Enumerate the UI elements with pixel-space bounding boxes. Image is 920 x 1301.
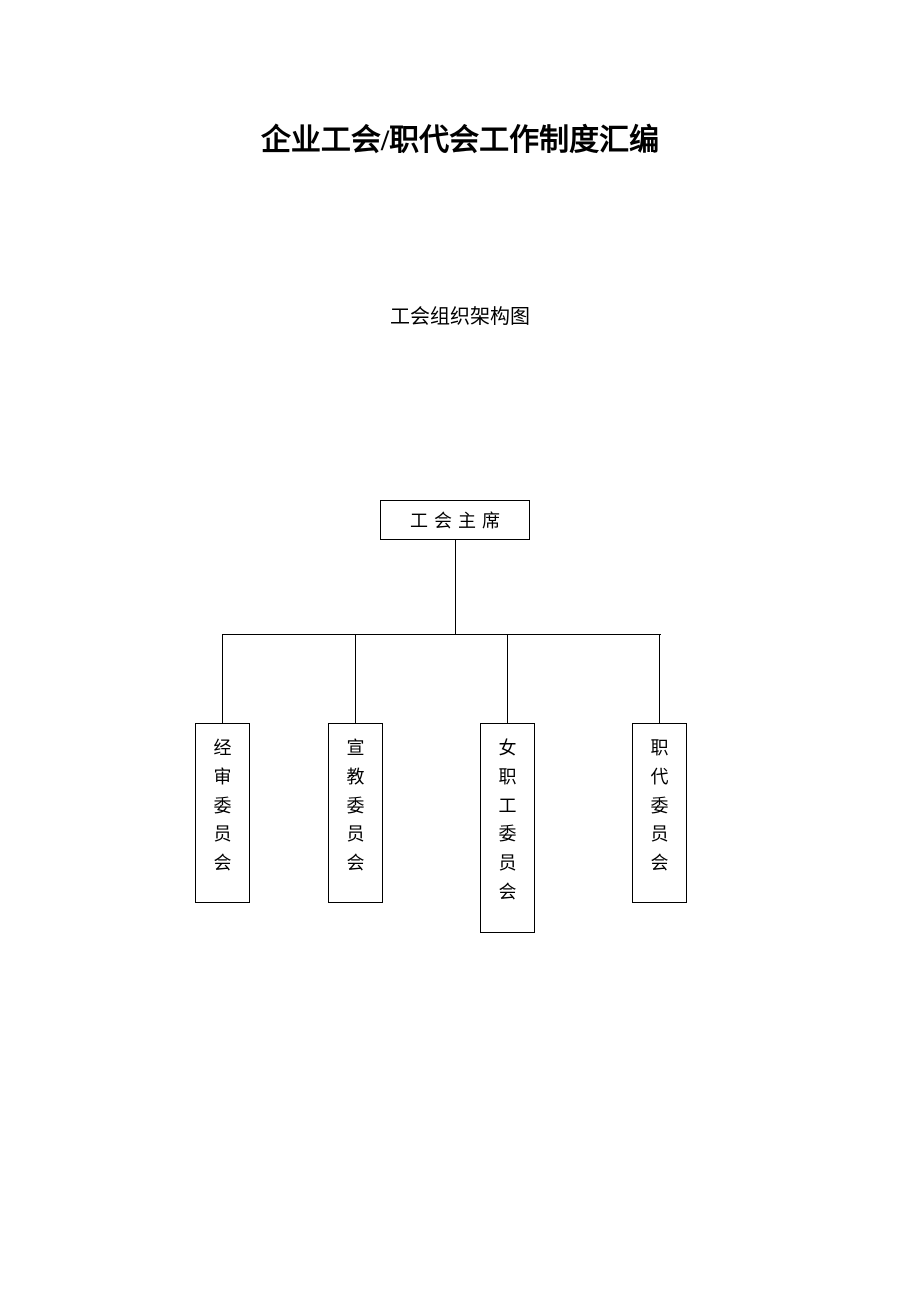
sub-title: 工会组织架构图 [0, 300, 920, 329]
org-child-node-1: 宣教委员会 [328, 723, 383, 903]
connector-horizontal [223, 634, 661, 635]
main-title: 企业工会/职代会工作制度汇编 [0, 115, 920, 159]
org-child-node-3: 职代委员会 [632, 723, 687, 903]
connector-root-stem [455, 540, 456, 634]
connector-child-3 [659, 634, 660, 723]
connector-child-2 [507, 634, 508, 723]
org-child-node-0: 经审委员会 [195, 723, 250, 903]
org-child-node-2: 女职工委员会 [480, 723, 535, 933]
connector-child-1 [355, 634, 356, 723]
org-root-node: 工会主席 [380, 500, 530, 540]
connector-child-0 [222, 634, 223, 723]
